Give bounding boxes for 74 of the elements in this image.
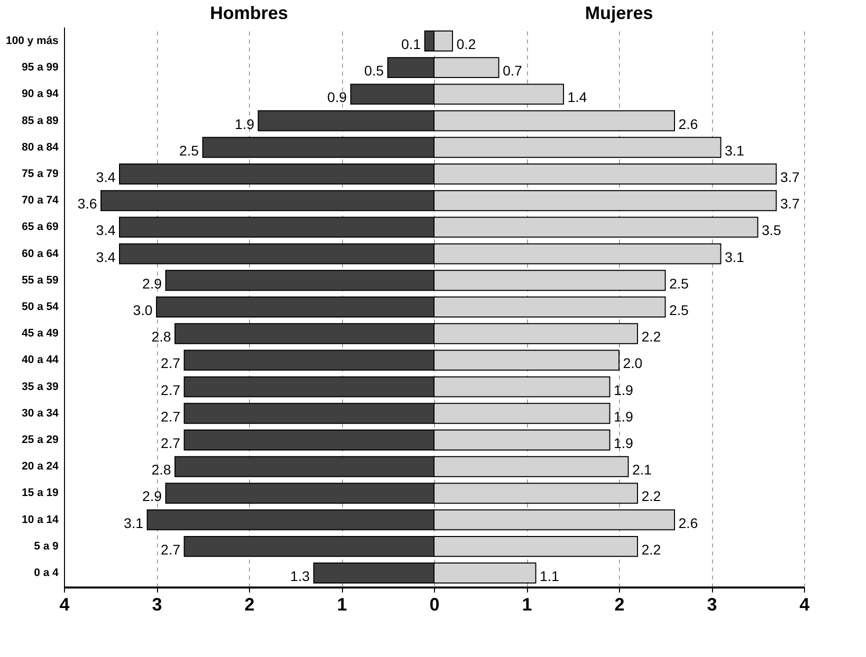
data-label: 1.9 <box>614 408 634 424</box>
y-tick-label: 30 a 34 <box>22 407 60 420</box>
data-label: 2.7 <box>160 541 180 558</box>
y-tick-label: 10 a 14 <box>22 514 60 526</box>
data-label: 2.2 <box>642 541 662 558</box>
data-label: 2.6 <box>678 514 698 531</box>
data-label: 2.9 <box>142 275 162 292</box>
data-label: 3.4 <box>96 168 116 185</box>
data-label: 1.9 <box>614 435 634 452</box>
data-label: 2.7 <box>160 355 180 372</box>
x-tick-label: 2 <box>244 594 255 614</box>
y-tick-label: 20 a 24 <box>22 460 60 473</box>
y-tick-label: 60 a 64 <box>22 248 60 260</box>
data-label: 3.7 <box>780 168 800 185</box>
x-tick-label: 3 <box>706 594 718 614</box>
data-label: 2.2 <box>642 488 662 504</box>
data-label: 2.6 <box>678 116 698 132</box>
data-label: 1.3 <box>290 568 310 584</box>
y-tick-label: 80 a 84 <box>22 141 60 154</box>
data-label: 0.7 <box>502 62 522 79</box>
y-tick-label: 85 a 89 <box>22 114 58 127</box>
data-label: 2.8 <box>152 462 172 478</box>
chart-title: Mujeres <box>584 3 654 23</box>
y-tick-label: 65 a 69 <box>22 221 58 234</box>
y-tick-label: 35 a 39 <box>22 380 58 393</box>
y-tick-label: 25 a 29 <box>22 434 58 446</box>
data-label: 2.7 <box>160 382 180 398</box>
data-label: 3.0 <box>133 302 153 318</box>
data-label: 2.2 <box>642 328 662 345</box>
data-label: 2.7 <box>160 408 180 424</box>
data-label: 2.5 <box>669 275 689 292</box>
y-tick-label: 70 a 74 <box>22 194 60 207</box>
data-label: 3.1 <box>124 514 144 531</box>
data-label: 0.1 <box>401 36 421 52</box>
data-label: 1.9 <box>614 382 634 398</box>
x-tick-label: 2 <box>614 594 625 614</box>
data-label: 3.1 <box>724 142 744 158</box>
data-label: 0.5 <box>364 62 384 79</box>
data-label: 1.1 <box>540 568 560 584</box>
y-tick-label: 50 a 54 <box>22 301 60 313</box>
data-label: 1.9 <box>234 116 254 132</box>
x-tick-label: 1 <box>336 594 348 614</box>
y-tick-label: 90 a 94 <box>22 88 60 100</box>
data-label: 3.1 <box>724 248 744 265</box>
x-tick-label: 1 <box>522 594 532 614</box>
data-label: 0.9 <box>327 89 347 106</box>
y-tick-label: 100 y más <box>6 34 58 47</box>
data-label: 3.4 <box>96 222 116 238</box>
data-label: 2.8 <box>152 328 172 345</box>
data-label: 2.0 <box>623 355 643 372</box>
data-label: 3.7 <box>780 196 800 212</box>
data-label: 2.1 <box>632 462 652 478</box>
chart-title: Hombres <box>210 3 288 23</box>
data-label: 3.6 <box>78 196 98 212</box>
y-tick-label: 45 a 49 <box>22 328 58 340</box>
data-label: 2.5 <box>179 142 199 158</box>
y-tick-label: 5 a 9 <box>34 540 58 552</box>
y-tick-label: 40 a 44 <box>22 354 60 366</box>
data-label: 2.5 <box>669 302 689 318</box>
y-tick-label: 95 a 99 <box>22 62 58 74</box>
data-label: 3.4 <box>96 248 116 265</box>
data-label: 3.5 <box>762 222 782 238</box>
data-label: 1.4 <box>568 89 588 106</box>
y-tick-label: 55 a 59 <box>22 274 58 286</box>
data-label: 0.2 <box>456 36 476 52</box>
data-label: 2.7 <box>160 435 180 452</box>
x-tick-label: 3 <box>152 594 162 614</box>
x-tick-label: 4 <box>59 594 70 614</box>
x-tick-label: 4 <box>799 594 810 614</box>
data-label: 2.9 <box>142 488 162 504</box>
y-tick-label: 0 a 4 <box>34 567 60 580</box>
y-tick-label: 15 a 19 <box>22 487 58 500</box>
x-tick-label: 0 <box>429 594 440 614</box>
y-tick-label: 75 a 79 <box>22 168 58 180</box>
